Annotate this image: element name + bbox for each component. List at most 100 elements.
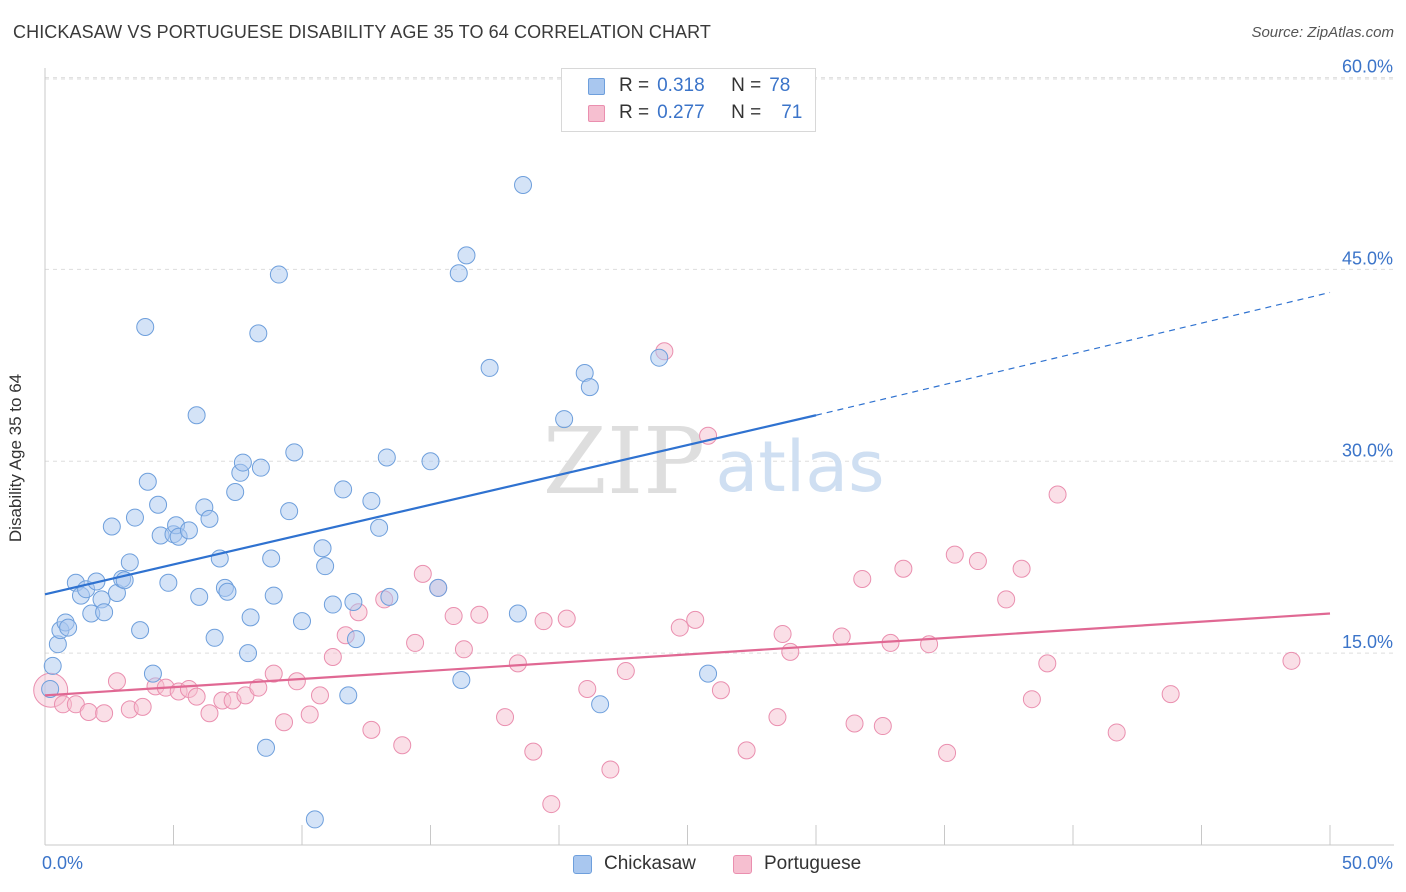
chickasaw-point <box>257 738 276 757</box>
chickasaw-point <box>380 587 399 606</box>
portuguese-point <box>508 654 527 673</box>
y-tick-label: 15.0% <box>1342 632 1393 652</box>
portuguese-point <box>264 664 283 683</box>
legend-row-portuguese: R = 0.277 N = 71 <box>588 101 802 125</box>
watermark-atlas: atlas <box>715 426 884 508</box>
portuguese-point <box>616 662 635 681</box>
chickasaw-point <box>316 557 335 576</box>
legend-r-value: 0.318 <box>657 75 705 96</box>
portuguese-point <box>413 564 432 583</box>
portuguese-point <box>686 610 705 629</box>
portuguese-point <box>845 714 864 733</box>
chickasaw-point <box>239 644 258 663</box>
portuguese-point <box>362 720 381 739</box>
chickasaw-points <box>41 176 718 829</box>
portuguese-point <box>578 679 597 698</box>
chickasaw-point <box>249 324 268 343</box>
portuguese-point <box>393 736 412 755</box>
chickasaw-point <box>339 686 358 705</box>
portuguese-point <box>1048 485 1067 504</box>
chickasaw-point <box>323 595 342 614</box>
chickasaw-point <box>362 491 381 510</box>
chickasaw-point <box>377 448 396 467</box>
chickasaw-point <box>187 406 206 425</box>
chickasaw-point <box>59 618 78 637</box>
portuguese-point <box>670 618 689 637</box>
chickasaw-point <box>251 458 270 477</box>
chickasaw-point <box>334 480 353 499</box>
chickasaw-point <box>699 664 718 683</box>
portuguese-point <box>200 704 219 723</box>
series-legend: Chickasaw Portuguese <box>0 851 1406 877</box>
portuguese-point <box>95 704 114 723</box>
chickasaw-point <box>346 630 365 649</box>
chickasaw-point <box>285 443 304 462</box>
chickasaw-point <box>131 621 150 640</box>
y-tick-label: 60.0% <box>1342 57 1393 77</box>
legend-n-label: N = <box>731 102 762 123</box>
watermark: ZIP atlas <box>543 408 885 515</box>
y-tick-label: 45.0% <box>1342 248 1393 268</box>
portuguese-point <box>1038 654 1057 673</box>
portuguese-point <box>323 647 342 666</box>
y-axis-label: Disability Age 35 to 64 <box>6 373 25 543</box>
legend-r-value: 0.277 <box>657 102 705 123</box>
chickasaw-point <box>95 603 114 622</box>
portuguese-point <box>534 612 553 631</box>
chickasaw-point <box>269 265 288 284</box>
chickasaw-point <box>429 578 448 597</box>
chickasaw-point <box>179 521 198 540</box>
chickasaw-point <box>421 452 440 471</box>
chickasaw-point <box>136 317 155 336</box>
chickasaw-point <box>313 539 332 558</box>
legend-item-chickasaw[interactable]: Chickasaw <box>573 851 696 877</box>
chickasaw-point <box>218 582 237 601</box>
source-credit: Source: ZipAtlas.com <box>1251 24 1394 41</box>
portuguese-point <box>107 672 126 691</box>
portuguese-point <box>444 607 463 626</box>
chickasaw-point <box>190 587 209 606</box>
chickasaw-swatch <box>588 77 605 95</box>
chickasaw-point <box>200 509 219 528</box>
y-tick-label: 30.0% <box>1342 440 1393 460</box>
chickasaw-point <box>514 176 533 195</box>
chickasaw-point <box>205 628 224 647</box>
portuguese-point <box>997 590 1016 609</box>
axes-layer <box>44 68 1394 846</box>
legend-row-chickasaw: R = 0.318 N = 78 <box>588 74 790 98</box>
chickasaw-legend-swatch <box>573 854 592 874</box>
chickasaw-point <box>650 348 669 367</box>
portuguese-point <box>406 633 425 652</box>
portuguese-point <box>496 708 515 727</box>
portuguese-point <box>524 742 543 761</box>
chickasaw-point <box>159 573 178 592</box>
portuguese-point <box>249 678 268 697</box>
portuguese-point <box>557 609 576 628</box>
portuguese-point <box>1022 690 1041 709</box>
portuguese-point <box>945 545 964 564</box>
legend-n-value: 71 <box>781 102 803 123</box>
portuguese-point <box>310 686 329 705</box>
legend-r-label: R = <box>619 75 650 96</box>
chickasaw-legend-label: Chickasaw <box>604 853 696 874</box>
legend-item-portuguese[interactable]: Portuguese <box>733 851 861 877</box>
chickasaw-point <box>591 695 610 714</box>
portuguese-point <box>768 708 787 727</box>
portuguese-point <box>1012 559 1031 578</box>
correlation-legend: R = 0.318 N = 78 R = 0.277 N = 71 <box>561 68 816 132</box>
chickasaw-point <box>305 810 324 829</box>
legend-r-label: R = <box>619 102 650 123</box>
chickasaw-point <box>293 612 311 631</box>
chart-title: CHICKASAW VS PORTUGUESE DISABILITY AGE 3… <box>13 22 712 42</box>
chickasaw-point <box>370 518 389 537</box>
chickasaw-point <box>580 378 599 397</box>
portuguese-point <box>1282 651 1301 670</box>
chickasaw-point <box>149 495 168 514</box>
chickasaw-point <box>241 608 260 627</box>
portuguese-point <box>873 717 892 736</box>
chickasaw-point <box>480 358 499 377</box>
chickasaw-point <box>102 517 121 536</box>
tick-labels: 15.0% 30.0% 45.0% 60.0% 0.0% 50.0% <box>42 57 1393 873</box>
chickasaw-point <box>452 671 471 690</box>
